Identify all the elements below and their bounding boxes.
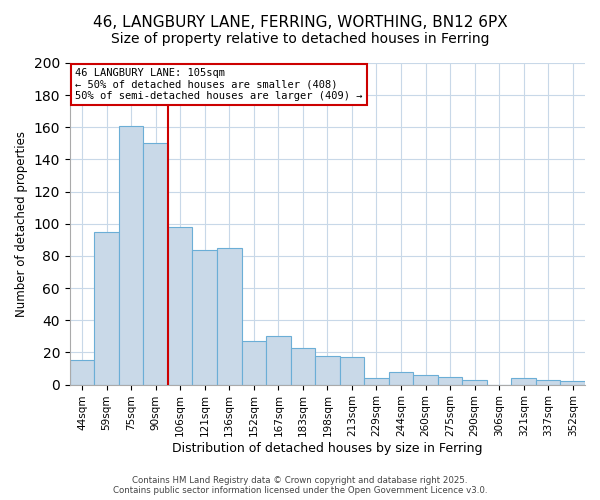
Bar	[315, 356, 340, 384]
Bar	[536, 380, 560, 384]
Text: 46, LANGBURY LANE, FERRING, WORTHING, BN12 6PX: 46, LANGBURY LANE, FERRING, WORTHING, BN…	[92, 15, 508, 30]
Y-axis label: Number of detached properties: Number of detached properties	[15, 131, 28, 317]
Text: 46 LANGBURY LANE: 105sqm
← 50% of detached houses are smaller (408)
50% of semi-: 46 LANGBURY LANE: 105sqm ← 50% of detach…	[75, 68, 362, 101]
Bar	[168, 227, 193, 384]
Bar	[70, 360, 94, 384]
Bar	[193, 250, 217, 384]
Bar	[413, 375, 438, 384]
Bar	[217, 248, 242, 384]
Bar	[438, 376, 463, 384]
Bar	[364, 378, 389, 384]
Bar	[511, 378, 536, 384]
Bar	[463, 380, 487, 384]
Text: Size of property relative to detached houses in Ferring: Size of property relative to detached ho…	[111, 32, 489, 46]
Bar	[340, 358, 364, 384]
Bar	[94, 232, 119, 384]
Bar	[560, 382, 585, 384]
Bar	[389, 372, 413, 384]
Bar	[242, 341, 266, 384]
Bar	[290, 348, 315, 385]
X-axis label: Distribution of detached houses by size in Ferring: Distribution of detached houses by size …	[172, 442, 482, 455]
Bar	[266, 336, 290, 384]
Text: Contains HM Land Registry data © Crown copyright and database right 2025.
Contai: Contains HM Land Registry data © Crown c…	[113, 476, 487, 495]
Bar	[119, 126, 143, 384]
Bar	[143, 144, 168, 384]
